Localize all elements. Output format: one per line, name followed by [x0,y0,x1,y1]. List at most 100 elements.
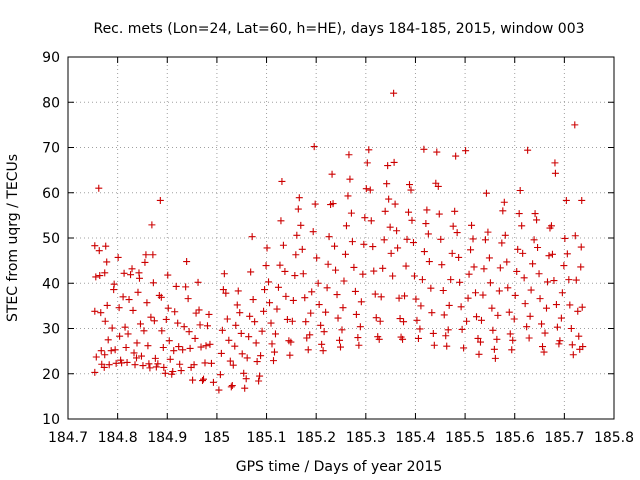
x-tick-label: 184.8 [98,430,138,446]
data-point [156,196,164,204]
data-point [442,332,450,340]
data-point [402,262,410,270]
data-point [372,314,380,322]
data-point [535,270,543,278]
data-point [534,244,542,252]
data-point [444,326,452,334]
x-tick-label: 185.5 [445,430,485,446]
data-point [97,309,105,317]
data-point [488,304,496,312]
data-point [265,278,273,286]
data-point [249,296,257,304]
y-tick-label: 80 [42,95,60,111]
data-point [440,311,448,319]
data-point [177,367,185,375]
data-point [182,283,190,291]
data-point [144,342,152,350]
data-point [455,253,463,261]
data-point [131,361,139,369]
data-point [545,252,553,260]
data-point [270,348,278,356]
data-point [362,185,370,193]
data-point [563,250,571,258]
data-point [524,146,532,154]
data-point [334,314,342,322]
data-point [530,236,538,244]
data-point [506,330,514,338]
data-point [447,276,455,284]
data-point [151,354,159,362]
data-point [414,334,422,342]
data-point [498,239,506,247]
data-point [407,186,415,194]
data-point [302,318,310,326]
data-point [121,323,129,331]
data-point [129,306,137,314]
data-point [429,329,437,337]
data-point [257,352,265,360]
data-point [350,263,358,271]
data-point [480,265,488,273]
data-point [341,250,349,258]
data-point [571,121,579,129]
data-point [435,210,443,218]
data-point [540,348,548,356]
data-point [120,269,128,277]
data-point [289,296,297,304]
data-point [465,270,473,278]
data-point [217,349,225,357]
data-point [399,335,407,343]
data-point [171,308,179,316]
data-point [439,286,447,294]
data-point [104,336,112,344]
data-point [293,231,301,239]
data-point [101,269,109,277]
data-point [143,299,151,307]
data-point [367,217,375,225]
x-tick-label: 184.9 [147,430,187,446]
data-point [245,333,253,341]
data-point [384,162,392,170]
data-point [116,332,124,340]
data-point [356,323,364,331]
data-point [460,344,468,352]
data-point [92,273,100,281]
data-point [557,314,565,322]
data-point [215,386,223,394]
data-point [206,340,214,348]
data-point [246,312,254,320]
data-point [227,383,235,391]
data-point [348,238,356,246]
data-point [308,288,316,296]
data-point [360,240,368,248]
data-point [322,308,330,316]
data-point [475,350,483,358]
x-tick-label: 185.2 [296,430,336,446]
data-point [342,222,350,230]
data-point [286,351,294,359]
data-point [339,304,347,312]
data-point [457,303,465,311]
data-point [496,264,504,272]
data-point [166,355,174,363]
data-point [197,343,205,351]
data-point [501,231,509,239]
data-point [165,337,173,345]
data-point [229,361,237,369]
data-point [158,327,166,335]
data-point [359,270,367,278]
data-point [489,326,497,334]
data-point [133,339,141,347]
data-point [578,303,586,311]
data-point [306,331,314,339]
data-point [405,181,413,189]
data-point [100,363,108,371]
data-point [137,352,145,360]
data-point [567,325,575,332]
data-point [148,221,156,229]
data-point [529,260,537,268]
data-point [486,279,494,287]
data-point [127,271,135,279]
data-point [526,312,534,320]
data-point [304,346,312,354]
